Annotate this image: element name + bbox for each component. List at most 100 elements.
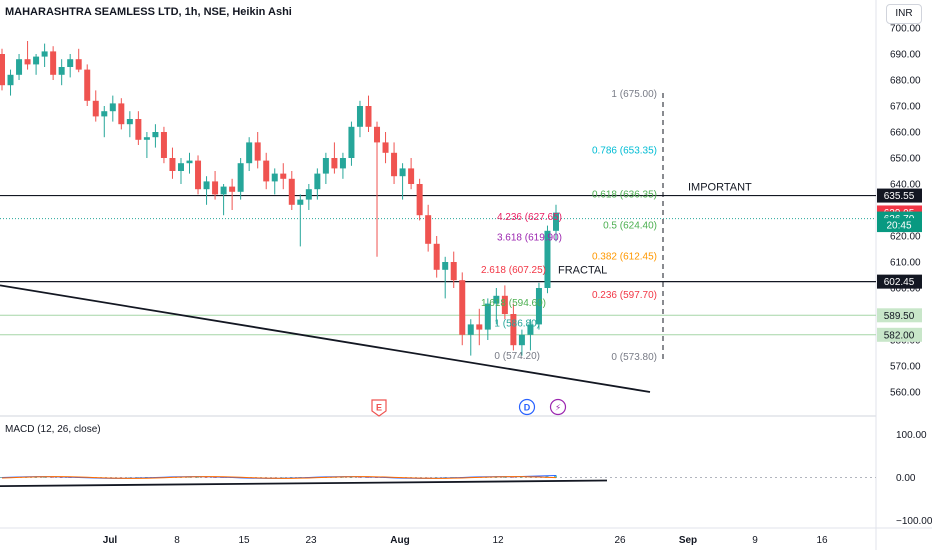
x-tick-label: 16 bbox=[816, 535, 828, 546]
y-tick-label: 570.00 bbox=[890, 362, 921, 373]
fib-levels: 1 (675.00) 0.786 (653.35) 0.618 (636.35) 0.… bbox=[481, 89, 657, 363]
macd-hist-bar bbox=[221, 477, 225, 478]
candle-body bbox=[7, 74, 14, 86]
price-label: 20:45 bbox=[886, 221, 911, 232]
macd-hist-bar bbox=[545, 475, 549, 478]
candle-body bbox=[118, 103, 125, 125]
macd-hist-bar bbox=[349, 477, 353, 478]
macd-hist-bar bbox=[119, 477, 123, 478]
candle-body bbox=[152, 132, 159, 138]
candle-body bbox=[501, 295, 508, 314]
macd-hist-bar bbox=[213, 477, 217, 478]
x-tick-label: 15 bbox=[238, 535, 250, 546]
macd-pane bbox=[0, 475, 876, 488]
candle-body bbox=[58, 67, 65, 75]
candle-body bbox=[126, 119, 133, 125]
y-tick-label: 690.00 bbox=[890, 50, 921, 61]
candle-body bbox=[33, 56, 40, 65]
fib-extension-label: 3.618 (619.90) bbox=[497, 232, 562, 243]
time-axis: Jul 8 15 23 Aug 12 26 Sep 9 16 bbox=[103, 535, 828, 546]
candle-body bbox=[339, 158, 346, 169]
earnings-marker bbox=[371, 399, 387, 417]
candles bbox=[0, 41, 559, 356]
macd-hist-bar bbox=[0, 477, 3, 478]
price-label: 602.45 bbox=[884, 277, 915, 288]
fib-retracement-label: 0.786 (653.35) bbox=[592, 145, 657, 156]
y-tick-label: 680.00 bbox=[890, 76, 921, 87]
macd-hist-bar bbox=[357, 477, 361, 478]
candle-body bbox=[433, 243, 440, 270]
x-tick-label: Aug bbox=[390, 535, 409, 546]
price-label-bg bbox=[877, 274, 922, 289]
macd-hist-bar bbox=[375, 477, 379, 478]
fib-retracement-label: 1 (675.00) bbox=[611, 89, 657, 100]
macd-hist-bar bbox=[502, 477, 506, 478]
y-tick-label: 610.00 bbox=[890, 258, 921, 269]
y-tick-label: 670.00 bbox=[890, 102, 921, 113]
macd-hist-bar bbox=[59, 477, 63, 478]
price-label-bg bbox=[877, 308, 922, 323]
macd-hist-bar bbox=[34, 477, 38, 478]
x-tick-label: Jul bbox=[103, 535, 118, 546]
candle-body bbox=[382, 142, 389, 153]
macd-hist-bar bbox=[426, 477, 430, 478]
macd-hist-bar bbox=[42, 477, 46, 478]
x-tick-label: 12 bbox=[492, 535, 504, 546]
annotation-fractal: FRACTAL bbox=[558, 265, 607, 277]
chart-title: MAHARASHTRA SEAMLESS LTD, 1h, NSE, Heiki… bbox=[5, 6, 292, 18]
candle-body bbox=[331, 158, 338, 169]
candle-body bbox=[518, 334, 525, 346]
candle-body bbox=[408, 168, 415, 184]
candle-body bbox=[442, 262, 449, 270]
fib-retracement-label: 0.5 (624.40) bbox=[603, 221, 657, 232]
candle-body bbox=[510, 314, 517, 346]
candle-body bbox=[527, 324, 534, 335]
candle-body bbox=[476, 324, 483, 330]
fib-retracement-label: 0.382 (612.45) bbox=[592, 252, 657, 263]
event-marker-label: D bbox=[524, 403, 531, 413]
fib-extension-label: 4.236 (627.65) bbox=[497, 212, 562, 223]
candle-body bbox=[374, 126, 381, 143]
x-tick-label: Sep bbox=[679, 535, 697, 546]
split-marker bbox=[549, 398, 567, 416]
candle-body bbox=[75, 59, 82, 70]
trendline bbox=[0, 284, 651, 393]
candle-body bbox=[356, 106, 363, 127]
candle-body bbox=[365, 106, 372, 127]
candle-body bbox=[391, 152, 398, 177]
candle-body bbox=[84, 69, 91, 101]
macd-hist-bar bbox=[68, 477, 72, 478]
fib-extension-label: 1 (586.80) bbox=[494, 318, 540, 329]
macd-y-tick: 100.00 bbox=[896, 430, 927, 441]
x-tick-label: 9 bbox=[752, 535, 758, 546]
macd-hist-bar bbox=[281, 477, 285, 478]
candle-body bbox=[271, 173, 278, 182]
candle-body bbox=[288, 178, 295, 205]
candle-body bbox=[314, 173, 321, 190]
macd-hist-bar bbox=[366, 477, 370, 478]
candle-body bbox=[493, 295, 500, 304]
candle-body bbox=[143, 137, 150, 140]
macd-hist-bar bbox=[136, 477, 140, 478]
x-tick-label: 8 bbox=[174, 535, 180, 546]
price-labels: 635.55629.05626.7020:45602.45589.50582.0… bbox=[877, 188, 922, 342]
candle-body bbox=[246, 142, 253, 164]
signal-line bbox=[1, 476, 557, 479]
macd-hist-bar bbox=[340, 477, 344, 478]
macd-hist-bar bbox=[494, 477, 498, 478]
candle-body bbox=[203, 181, 210, 190]
currency-button[interactable]: INR bbox=[886, 4, 922, 24]
macd-hist-bar bbox=[443, 477, 447, 478]
candle-body bbox=[24, 59, 31, 65]
y-tick-label: 650.00 bbox=[890, 154, 921, 165]
candle-body bbox=[50, 51, 57, 75]
macd-hist-bar bbox=[272, 477, 276, 478]
y-tick-label: 660.00 bbox=[890, 128, 921, 139]
fib-extension-label: 1.618 (594.60) bbox=[481, 298, 546, 309]
macd-title: MACD (12, 26, close) bbox=[5, 424, 101, 435]
macd-hist-bar bbox=[204, 477, 208, 478]
candle-body bbox=[467, 324, 474, 335]
y-tick-label: 620.00 bbox=[890, 232, 921, 243]
